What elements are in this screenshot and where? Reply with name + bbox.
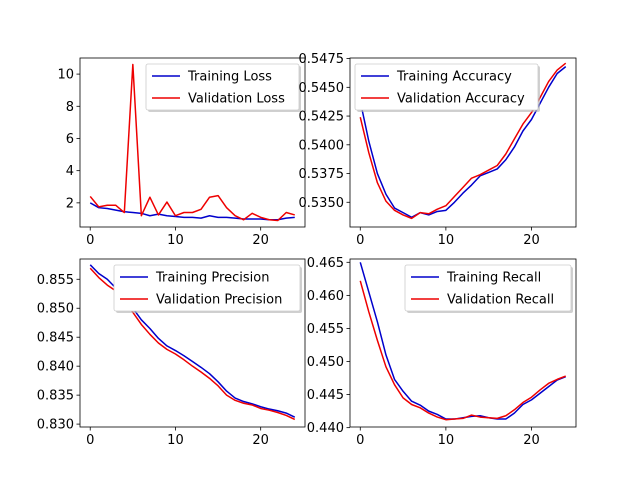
legend-label: Training Loss: [187, 70, 272, 85]
legend-label: Validation Loss: [188, 92, 285, 107]
legend-box: [354, 63, 539, 111]
y-tick-label: 8: [66, 100, 74, 115]
y-tick-label: 0.850: [37, 302, 74, 317]
subplot-recall: 0 10 20 0.440 0.445 0.450 0.455 0.460 0.465 Train…: [307, 256, 577, 448]
x-tick-label: 10: [438, 433, 455, 448]
y-tick-label: 0.830: [37, 418, 74, 433]
y-tick-label: 6: [66, 132, 74, 147]
subplot-precision: 0 10 20 0.830 0.835 0.840 0.845 0.850 0.855 Train…: [37, 258, 306, 448]
x-tick-label: 10: [167, 233, 184, 248]
x-tick-label: 0: [86, 233, 94, 248]
y-tick-label: 2: [66, 196, 74, 211]
x-tick-label: 0: [356, 233, 364, 248]
series-line-training: [359, 66, 567, 218]
y-tick-label: 0.5375: [299, 167, 345, 182]
x-tick-label: 10: [438, 233, 455, 248]
series-line-validation: [89, 63, 295, 222]
legend-label: Validation Accuracy: [397, 92, 525, 107]
y-tick-label: 0.445: [307, 388, 344, 403]
y-tick-label: 0.450: [307, 355, 344, 370]
legend-label: Validation Precision: [156, 293, 282, 308]
legend-label: Validation Recall: [447, 293, 554, 308]
series-line-validation: [359, 62, 567, 220]
y-tick-label: 0.465: [307, 256, 344, 271]
y-tick-label: 0.5425: [299, 110, 345, 125]
y-tick-label: 0.440: [307, 421, 344, 436]
legend: Training Loss Validation Loss: [145, 63, 301, 112]
y-tick-label: 0.845: [37, 331, 74, 346]
y-tick-label: 0.455: [307, 322, 344, 337]
y-tick-label: 0.835: [37, 389, 74, 404]
series-line-validation: [359, 280, 567, 421]
subplot-accuracy: 0 10 20 0.5350 0.5375 0.5400 0.5425 0.5450 0.547…: [299, 52, 577, 248]
y-tick-label: 0.5350: [299, 196, 345, 211]
legend-box: [404, 264, 572, 312]
y-tick-label: 0.855: [37, 273, 74, 288]
legend-box: [113, 264, 301, 312]
x-tick-label: 20: [523, 233, 540, 248]
y-tick-label: 0.5400: [299, 138, 345, 153]
y-tick-label: 10: [57, 68, 74, 83]
y-tick-label: 0.5475: [299, 52, 345, 67]
y-tick-label: 0.840: [37, 360, 74, 375]
legend-box: [145, 63, 300, 111]
legend-label: Training Accuracy: [396, 70, 512, 85]
legend-label: Training Precision: [155, 271, 269, 286]
legend: Training Accuracy Validation Accuracy: [354, 63, 540, 112]
y-tick-label: 4: [66, 164, 74, 179]
x-tick-label: 20: [523, 433, 540, 448]
x-tick-label: 0: [356, 433, 364, 448]
y-tick-label: 0.5450: [299, 81, 345, 96]
subplot-loss: 0 10 20 2 4 6 8 10 Training Loss Validation Loss: [57, 57, 306, 248]
x-tick-label: 0: [86, 433, 94, 448]
x-tick-label: 20: [252, 433, 269, 448]
legend: Training Recall Validation Recall: [404, 264, 573, 313]
x-tick-label: 10: [167, 433, 184, 448]
y-tick-label: 0.460: [307, 289, 344, 304]
legend-label: Training Recall: [446, 271, 541, 286]
x-tick-label: 20: [252, 233, 269, 248]
legend: Training Precision Validation Precision: [113, 264, 302, 313]
